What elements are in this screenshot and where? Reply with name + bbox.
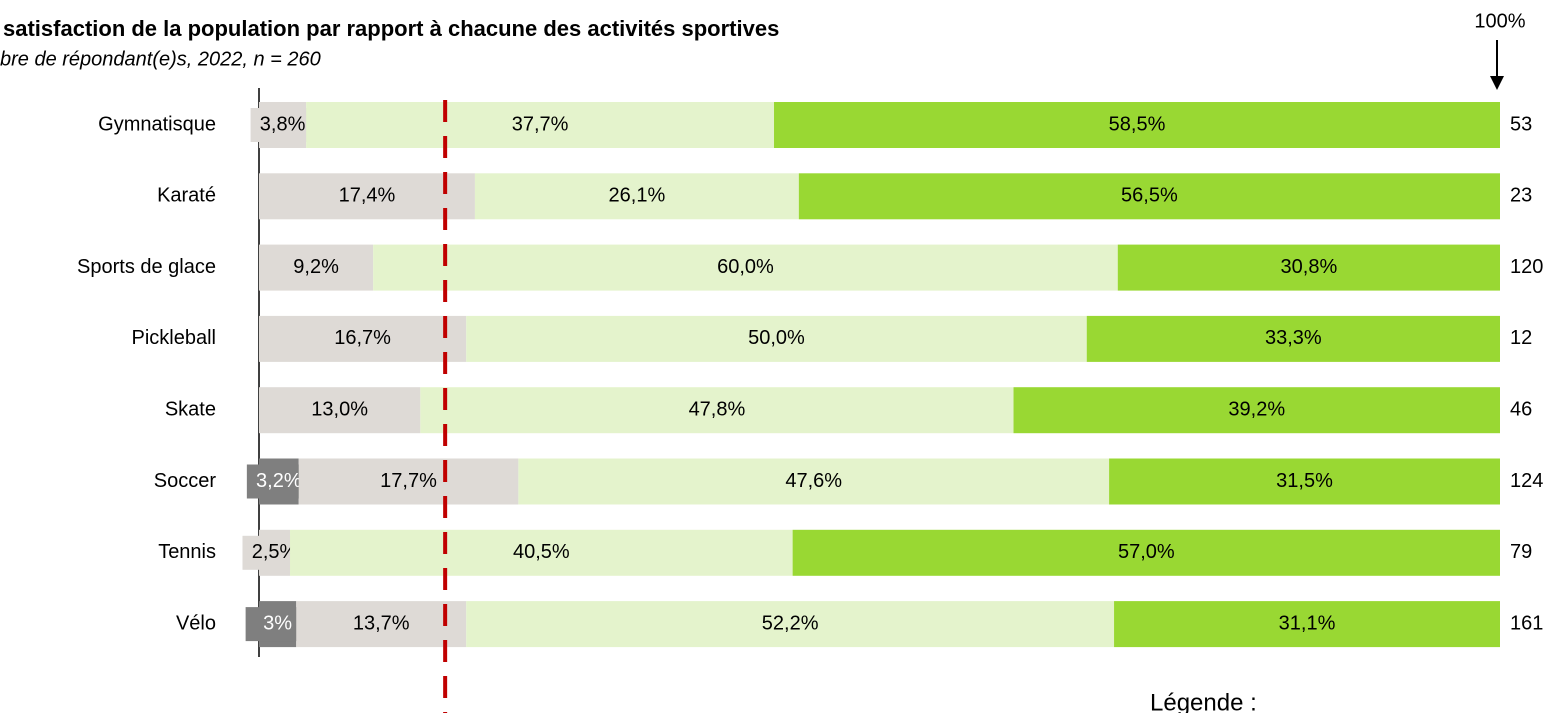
value-label: 52,2% (762, 612, 819, 634)
value-label: 31,1% (1279, 612, 1336, 634)
value-label: 47,6% (785, 470, 842, 492)
value-label: 39,2% (1228, 398, 1285, 420)
value-label: 37,7% (512, 113, 569, 135)
category-label: Pickleball (132, 327, 216, 349)
bar-segment (792, 529, 1500, 576)
bar-segment (259, 387, 421, 434)
category-label: Sports de glace (77, 256, 216, 278)
category-label: Karaté (157, 185, 216, 207)
bar-segment (1109, 458, 1500, 505)
category-label: Gymnatisque (98, 113, 216, 135)
bar-segment (518, 458, 1110, 505)
bar-segment (259, 315, 467, 362)
count-label: 53 (1510, 113, 1532, 135)
value-label: 16,7% (334, 327, 391, 349)
category-label: Skate (165, 398, 216, 420)
value-label: 30,8% (1281, 256, 1338, 278)
value-label: 33,3% (1265, 327, 1322, 349)
count-label: 23 (1510, 185, 1532, 207)
bar-segment (373, 244, 1118, 291)
bar-segment (1117, 244, 1500, 291)
value-label: 2,5% (252, 541, 298, 563)
value-label: 50,0% (748, 327, 805, 349)
bar-segment (259, 244, 374, 291)
bar-segment (420, 387, 1014, 434)
bar-segment (798, 173, 1500, 220)
legend-title: Légende : (1150, 689, 1257, 713)
count-label: 120 (1510, 256, 1543, 278)
value-label: 17,4% (339, 185, 396, 207)
value-label: 47,8% (689, 398, 746, 420)
value-label: 3% (263, 612, 292, 634)
count-label: 79 (1510, 541, 1532, 563)
bar-segment (290, 529, 793, 576)
chart-title: satisfaction de la population par rappor… (3, 16, 779, 41)
value-label: 3,2% (256, 470, 302, 492)
value-label: 9,2% (293, 256, 339, 278)
bar-segment (774, 102, 1500, 148)
value-label: 26,1% (609, 185, 666, 207)
category-label: Tennis (158, 541, 216, 563)
bar-segment (1013, 387, 1500, 434)
value-label: 3,8% (260, 113, 306, 135)
value-label: 57,0% (1118, 541, 1175, 563)
bar-segment (306, 102, 775, 148)
bar-segment (1114, 601, 1500, 648)
value-label: 58,5% (1109, 113, 1166, 135)
value-label: 40,5% (513, 541, 570, 563)
arrow-head (1490, 76, 1504, 90)
value-label: 13,0% (311, 398, 368, 420)
value-label: 17,7% (380, 470, 437, 492)
x-tick-label: 100% (1474, 10, 1525, 32)
bar-segment (296, 601, 467, 648)
bar-segment (466, 601, 1115, 648)
count-label: 12 (1510, 327, 1532, 349)
value-label: 31,5% (1276, 470, 1333, 492)
bar-segment (298, 458, 519, 505)
value-label: 13,7% (353, 612, 410, 634)
bar-segment (474, 173, 799, 220)
count-label: 124 (1510, 470, 1543, 492)
count-label: 46 (1510, 398, 1532, 420)
value-label: 56,5% (1121, 185, 1178, 207)
category-label: Vélo (176, 612, 216, 634)
count-label: 161 (1510, 612, 1543, 634)
bar-segment (1086, 315, 1500, 362)
bar-segment (259, 173, 475, 220)
category-label: Soccer (154, 470, 217, 492)
chart-subtitle: bre de répondant(e)s, 2022, n = 260 (0, 48, 321, 70)
value-label: 60,0% (717, 256, 774, 278)
bar-segment (466, 315, 1087, 362)
label-box (250, 108, 315, 142)
